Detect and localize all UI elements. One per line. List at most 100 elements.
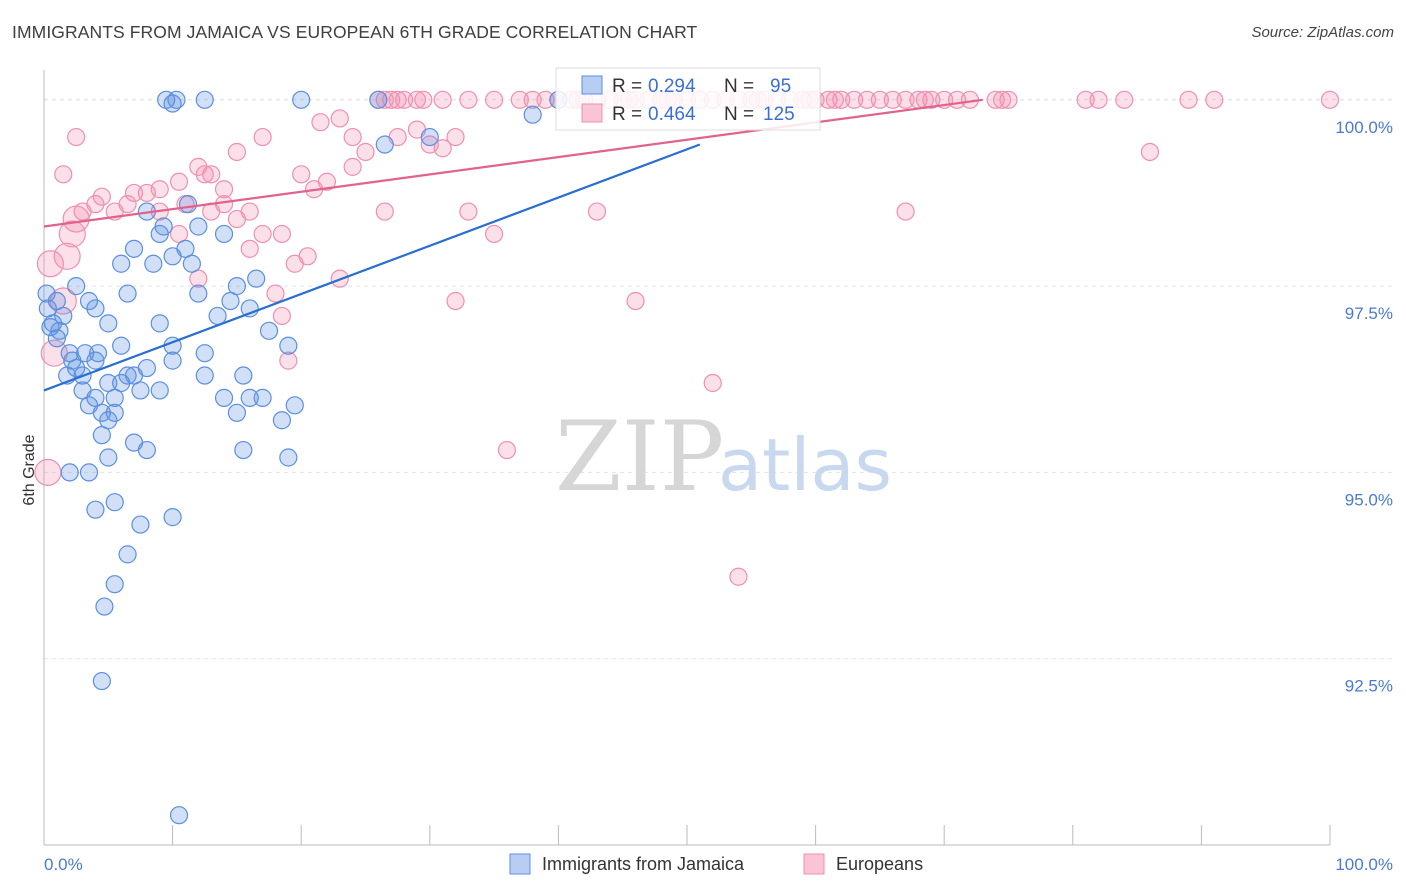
- stat-n-label-1: N =: [724, 76, 754, 97]
- point-jamaica-77: [105, 575, 124, 594]
- point-jamaica-75: [163, 508, 182, 527]
- point-jamaica-78: [95, 597, 114, 616]
- point-jamaica-91: [112, 336, 131, 355]
- y-tick-label-1: 95.0%: [1345, 490, 1393, 509]
- point-jamaica-28: [214, 224, 234, 244]
- point-jamaica-35: [150, 314, 169, 333]
- stats-swatch-blue: [581, 75, 603, 95]
- point-europeans-40: [825, 90, 844, 109]
- point-jamaica-2: [167, 90, 186, 109]
- point-jamaica-38: [247, 269, 266, 288]
- point-jamaica-66: [137, 440, 156, 460]
- point-europeans-2: [382, 90, 401, 109]
- point-europeans-84: [169, 172, 189, 191]
- point-jamaica-76: [118, 545, 137, 564]
- point-europeans-61: [1320, 90, 1340, 109]
- point-europeans-41: [832, 90, 851, 109]
- point-jamaica-80: [169, 806, 189, 825]
- point-europeans-56: [1076, 90, 1095, 109]
- legend: Immigrants from Jamaica Europeans: [509, 853, 923, 875]
- point-jamaica-74: [131, 515, 150, 534]
- point-jamaica-21: [118, 284, 137, 303]
- point-europeans-122: [703, 373, 722, 393]
- point-europeans-110: [298, 247, 317, 266]
- legend-label-jamaica: Immigrants from Jamaica: [542, 854, 745, 874]
- point-europeans-113: [272, 306, 292, 326]
- y-tick-label-3: 100.0%: [1335, 118, 1393, 137]
- x-tick-label-0: 0.0%: [44, 855, 83, 874]
- point-jamaica-92: [182, 254, 201, 273]
- watermark-zip: ZIP: [555, 401, 724, 513]
- point-europeans-43: [857, 90, 877, 109]
- point-jamaica-18: [86, 299, 105, 318]
- point-jamaica-64: [92, 426, 111, 445]
- point-jamaica-45: [150, 381, 169, 400]
- chart-title: IMMIGRANTS FROM JAMAICA VS EUROPEAN 6TH …: [12, 22, 698, 42]
- point-jamaica-81: [375, 135, 394, 154]
- point-europeans-55: [999, 90, 1018, 109]
- point-europeans-76: [292, 165, 311, 184]
- point-europeans-64: [311, 113, 330, 132]
- point-jamaica-84: [523, 105, 542, 124]
- trend-line-jamaica: [43, 143, 701, 392]
- point-europeans-125: [1140, 142, 1160, 162]
- point-europeans-100: [124, 183, 144, 203]
- point-europeans-120: [626, 291, 645, 311]
- point-jamaica-57: [195, 366, 214, 385]
- point-europeans-53: [986, 90, 1005, 109]
- point-jamaica-5: [369, 90, 388, 109]
- point-jamaica-30: [144, 254, 163, 273]
- legend-label-europeans: Europeans: [836, 854, 923, 874]
- watermark-atlas: atlas: [718, 423, 892, 507]
- point-jamaica-85: [37, 284, 56, 303]
- point-europeans-10: [510, 90, 529, 109]
- stats-box: R = 0.294 N = 95 R = 0.464 N = 125: [555, 67, 821, 131]
- point-jamaica-43: [131, 381, 150, 400]
- y-axis-label: 6th Grade: [21, 434, 38, 505]
- point-europeans-112: [266, 284, 285, 303]
- point-europeans-5: [407, 90, 427, 109]
- point-jamaica-94: [208, 306, 227, 326]
- point-europeans-124: [729, 567, 748, 586]
- point-europeans-117: [587, 202, 607, 221]
- point-europeans-3: [388, 90, 407, 109]
- point-jamaica-24: [154, 217, 173, 236]
- point-jamaica-17: [79, 291, 99, 311]
- point-jamaica-90: [88, 344, 108, 363]
- point-europeans-11: [523, 90, 542, 109]
- stat-n-value-2: 125: [763, 104, 795, 125]
- point-europeans-94: [58, 220, 86, 248]
- stat-n-label-2: N =: [724, 104, 754, 125]
- point-jamaica-33: [227, 277, 246, 296]
- point-jamaica-82: [420, 127, 439, 147]
- stat-n-value-1: 95: [770, 76, 791, 97]
- point-europeans-90: [92, 187, 111, 206]
- point-jamaica-56: [105, 403, 124, 422]
- point-europeans-12: [536, 90, 555, 109]
- point-europeans-79: [343, 157, 362, 176]
- point-jamaica-9: [47, 329, 66, 348]
- point-jamaica-13: [86, 351, 105, 370]
- point-jamaica-16: [67, 277, 86, 296]
- stat-r-label-2: R =: [612, 104, 642, 125]
- point-europeans-73: [227, 142, 246, 162]
- point-europeans-106: [253, 224, 272, 244]
- point-jamaica-50: [118, 366, 137, 385]
- stats-swatch-pink: [581, 103, 603, 123]
- point-jamaica-69: [79, 463, 99, 482]
- point-jamaica-63: [285, 396, 304, 415]
- point-europeans-45: [883, 90, 902, 109]
- point-europeans-83: [214, 180, 234, 199]
- point-europeans-71: [433, 139, 452, 158]
- point-jamaica-62: [272, 411, 292, 430]
- point-europeans-6: [414, 90, 433, 109]
- point-jamaica-41: [234, 366, 253, 385]
- point-europeans-99: [34, 458, 62, 487]
- point-jamaica-15: [54, 306, 73, 326]
- x-tick-label-1: 100.0%: [1335, 855, 1393, 874]
- point-jamaica-70: [234, 440, 253, 460]
- point-europeans-42: [845, 90, 864, 109]
- point-europeans-87: [137, 183, 156, 203]
- point-europeans-118: [896, 202, 915, 221]
